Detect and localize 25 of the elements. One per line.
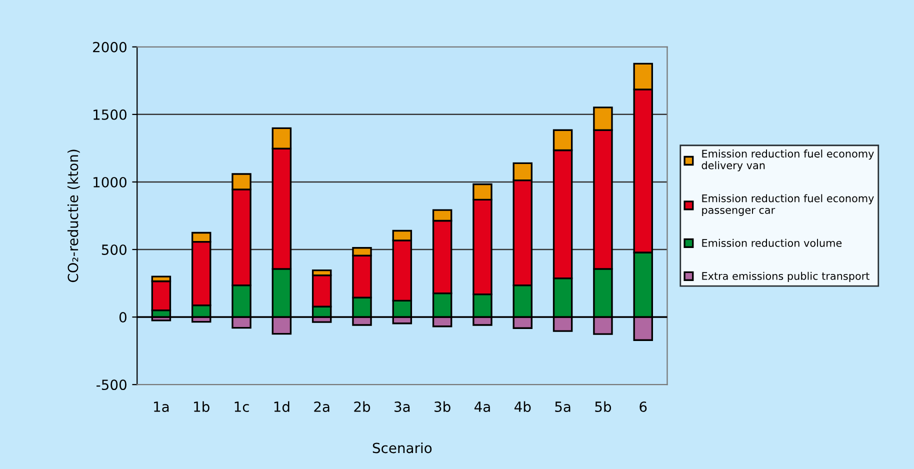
y-tick-label: 0: [119, 312, 126, 323]
x-tick-label: 6: [640, 401, 647, 412]
legend-label: Emission reduction fuel economy passenger car: [702, 194, 874, 216]
x-tick-label: 3b: [434, 401, 450, 412]
x-tick-label: 2a: [314, 401, 330, 412]
y-tick-label: -500: [96, 380, 126, 390]
x-tick-label: 1c: [234, 402, 249, 412]
x-tick-label: 1b: [194, 401, 210, 412]
legend-label: Emission reduction fuel economy delivery van: [702, 150, 874, 172]
x-tick-label: 4a: [474, 402, 490, 412]
x-tick-label: 3a: [394, 401, 410, 412]
x-tick-label: 5b: [595, 401, 612, 412]
y-tick-label: 1500: [94, 109, 126, 120]
y-tick-label: 2000: [93, 42, 126, 52]
y-tick-label: 1000: [94, 176, 126, 188]
legend-label: Emission reduction volume: [702, 238, 842, 247]
x-axis-title: Scenario: [372, 442, 432, 454]
y-axis-title: CO₂-reductie (kton): [67, 150, 80, 282]
x-tick-label: 1a: [154, 402, 169, 412]
y-tick-label: 500: [102, 244, 126, 255]
x-tick-label: 4b: [514, 401, 531, 412]
x-tick-label: 1d: [274, 401, 290, 412]
x-tick-label: 2b: [354, 401, 370, 412]
legend-label: Extra emissions public transport: [702, 272, 870, 282]
x-tick-label: 5a: [555, 402, 570, 412]
